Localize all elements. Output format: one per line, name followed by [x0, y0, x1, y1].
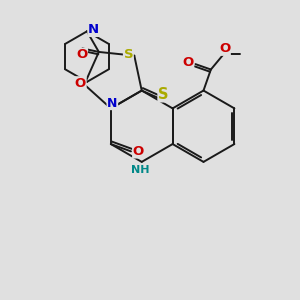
Text: S: S [158, 87, 169, 102]
Text: O: O [133, 145, 144, 158]
Text: N: N [88, 23, 99, 36]
Text: O: O [76, 48, 87, 62]
Text: O: O [182, 56, 194, 69]
Text: S: S [124, 48, 133, 61]
Text: N: N [107, 97, 118, 110]
Text: NH: NH [131, 165, 149, 175]
Text: O: O [219, 42, 230, 55]
Text: O: O [75, 77, 86, 90]
